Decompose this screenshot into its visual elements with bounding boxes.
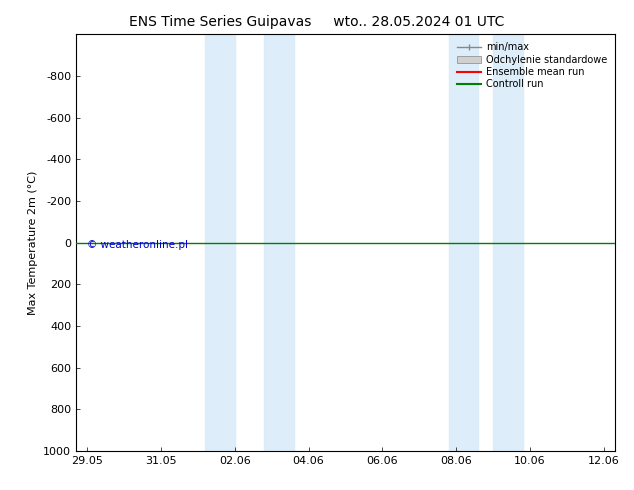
Bar bbox=[264, 34, 294, 451]
Y-axis label: Max Temperature 2m (°C): Max Temperature 2m (°C) bbox=[28, 171, 37, 315]
Bar bbox=[493, 34, 522, 451]
Text: ENS Time Series Guipavas     wto.. 28.05.2024 01 UTC: ENS Time Series Guipavas wto.. 28.05.202… bbox=[129, 15, 505, 29]
Bar bbox=[205, 34, 235, 451]
Text: © weatheronline.pl: © weatheronline.pl bbox=[87, 240, 188, 249]
Legend: min/max, Odchylenie standardowe, Ensemble mean run, Controll run: min/max, Odchylenie standardowe, Ensembl… bbox=[454, 39, 610, 92]
Bar bbox=[449, 34, 479, 451]
